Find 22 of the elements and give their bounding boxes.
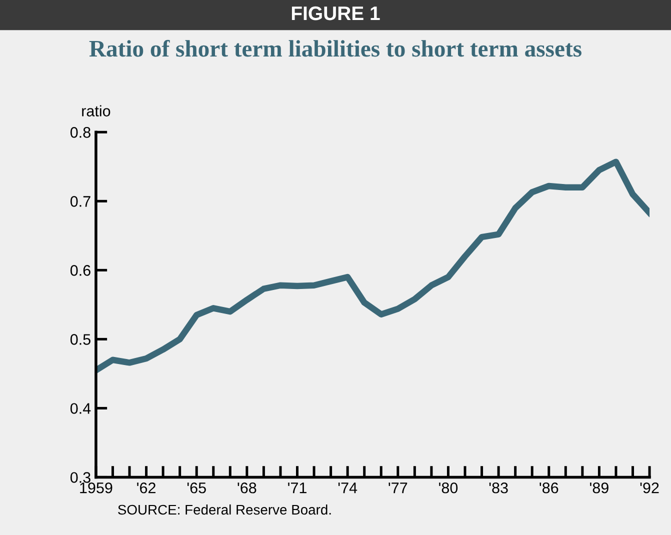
y-tick-label: 0.7 (70, 196, 90, 207)
x-tick-label: '62 (137, 482, 156, 494)
x-tick-label: '71 (288, 482, 306, 494)
x-tick-label: '65 (187, 482, 206, 494)
y-tick-label: 0.3 (70, 472, 90, 483)
x-tick-label: '86 (540, 482, 558, 494)
chart-subtitle: Ratio of short term liabilities to short term assets (89, 40, 582, 57)
x-tick-label: '83 (489, 482, 508, 494)
x-tick-label: '89 (590, 482, 608, 494)
y-tick-label: 0.5 (70, 334, 90, 345)
x-tick-label: '77 (388, 482, 408, 494)
y-tick-label: 0.6 (70, 265, 90, 276)
source-note: SOURCE: Federal Reserve Board. (118, 504, 331, 515)
x-tick-label: '68 (238, 482, 256, 494)
x-tick-label: '74 (338, 482, 358, 494)
x-tick-label: '92 (640, 482, 659, 494)
y-tick-label: 0.4 (70, 403, 91, 414)
chart-title: FIGURE 1 (292, 6, 380, 20)
y-tick-label: 0.8 (70, 127, 90, 138)
x-tick-label: '80 (439, 482, 458, 494)
x-tick-label: 1959 (80, 482, 112, 494)
y-axis-title: ratio (82, 105, 110, 116)
